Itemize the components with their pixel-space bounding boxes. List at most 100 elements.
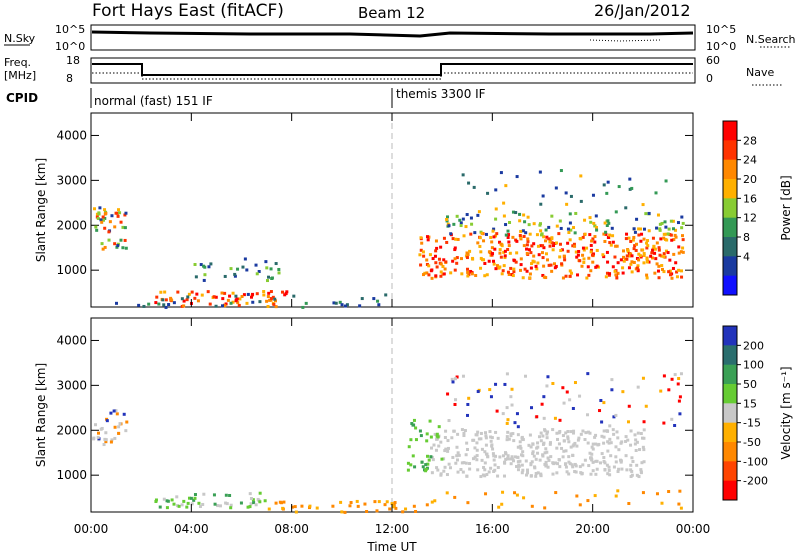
range-cell	[583, 458, 587, 462]
range-cell	[258, 500, 262, 504]
range-cell	[412, 423, 416, 427]
range-cell	[645, 257, 649, 261]
range-cell	[391, 505, 395, 509]
range-cell	[593, 235, 597, 239]
range-cell	[612, 415, 616, 419]
range-cell	[591, 460, 595, 464]
range-cell	[544, 239, 548, 243]
range-cell	[674, 235, 678, 239]
range-cell	[536, 471, 540, 475]
range-cell	[549, 455, 553, 459]
range-cell	[224, 493, 228, 497]
range-cell	[489, 235, 493, 239]
range-cell	[609, 454, 613, 458]
range-cell	[668, 233, 672, 237]
range-cell	[664, 225, 668, 229]
range-cell	[516, 455, 520, 459]
range-cell	[511, 274, 515, 278]
range-cell	[600, 420, 604, 424]
range-cell	[483, 468, 487, 472]
freq-right-tick-bottom: 0	[706, 72, 713, 85]
range-cell	[443, 436, 447, 440]
range-cell	[250, 295, 254, 299]
range-cell	[471, 457, 475, 461]
range-cell	[616, 470, 620, 474]
range-cell	[492, 469, 496, 473]
range-cell	[604, 230, 608, 234]
range-cell	[571, 431, 575, 435]
range-cell	[635, 217, 639, 221]
range-cell	[426, 462, 430, 466]
range-cell	[161, 298, 165, 302]
range-cell	[539, 202, 543, 206]
x-tick-label: 08:00	[274, 522, 309, 536]
range-cell	[651, 256, 655, 260]
range-cell	[487, 470, 491, 474]
range-cell	[565, 202, 569, 206]
range-cell	[262, 293, 266, 297]
range-cell	[510, 403, 514, 407]
range-cell	[630, 254, 634, 258]
range-cell	[664, 179, 668, 183]
range-cell	[521, 454, 525, 458]
range-cell	[642, 420, 646, 424]
range-cell	[437, 444, 441, 448]
range-cell	[571, 244, 575, 248]
range-cell	[372, 297, 376, 301]
range-cell	[506, 247, 510, 251]
range-cell	[543, 506, 547, 510]
range-cell	[591, 193, 595, 197]
range-cell	[516, 433, 520, 437]
range-cell	[614, 445, 618, 449]
range-cell	[602, 435, 606, 439]
range-cell	[620, 467, 624, 471]
range-cell	[409, 463, 413, 467]
range-cell	[680, 275, 684, 279]
range-cell	[631, 238, 635, 242]
range-cell	[187, 292, 191, 296]
range-cell	[677, 268, 681, 272]
range-cell	[578, 465, 582, 469]
range-cell	[451, 259, 455, 263]
range-cell	[105, 419, 109, 423]
range-cell	[473, 446, 477, 450]
range-cell	[439, 262, 443, 266]
range-cell	[480, 231, 484, 235]
range-cell	[489, 466, 493, 470]
range-cell	[456, 432, 460, 436]
range-cell	[340, 510, 344, 514]
range-cell	[189, 496, 193, 500]
noise-panel	[90, 24, 696, 51]
range-cell	[546, 465, 550, 469]
colorbar-segment	[723, 121, 737, 141]
range-cell	[355, 499, 359, 503]
range-cell	[493, 247, 497, 251]
range-cell	[461, 217, 465, 221]
range-cell	[657, 276, 661, 280]
range-cell	[611, 265, 615, 269]
range-cell	[229, 503, 233, 507]
range-cell	[589, 220, 593, 224]
range-cell	[631, 460, 635, 464]
colorbar-segment	[723, 198, 737, 219]
range-cell	[494, 382, 498, 386]
range-cell	[285, 290, 289, 294]
range-cell	[508, 251, 512, 255]
range-cell	[212, 493, 216, 497]
range-cell	[605, 191, 609, 195]
range-cell	[117, 425, 121, 429]
range-cell	[596, 443, 600, 447]
range-cell	[556, 462, 560, 466]
range-cell	[591, 447, 595, 451]
range-cell	[525, 247, 529, 251]
range-cell	[606, 235, 610, 239]
range-cell	[425, 258, 429, 262]
range-cell	[434, 249, 438, 253]
range-cell	[455, 214, 459, 218]
colorbar-label: Power [dB]	[779, 175, 793, 240]
range-cell	[430, 471, 434, 475]
range-cell	[511, 210, 515, 214]
range-cell	[536, 261, 540, 265]
range-cell	[503, 256, 507, 260]
range-cell	[561, 386, 565, 390]
